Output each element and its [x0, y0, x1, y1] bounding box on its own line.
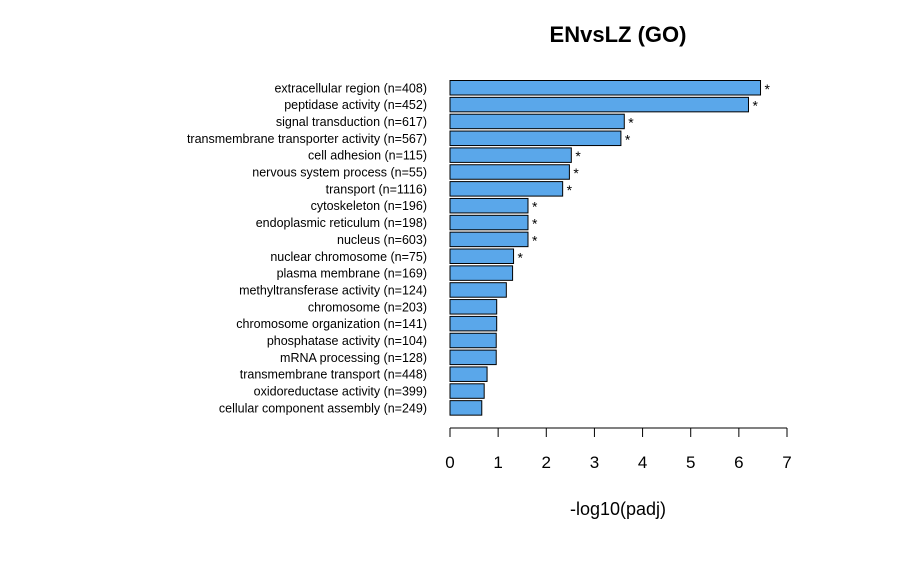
- significance-star: *: [532, 232, 538, 248]
- bar: [449, 96, 749, 113]
- significance-star: *: [575, 148, 581, 164]
- bar: [449, 332, 497, 349]
- significance-star: *: [532, 199, 538, 215]
- category-label: endoplasmic reticulum (n=198): [256, 216, 427, 230]
- category-label: chromosome (n=203): [308, 300, 427, 314]
- category-label: cellular component assembly (n=249): [219, 401, 427, 415]
- category-label: nuclear chromosome (n=75): [270, 250, 427, 264]
- category-label: chromosome organization (n=141): [236, 317, 427, 331]
- category-label: transport (n=1116): [326, 182, 427, 196]
- bar: [449, 130, 622, 147]
- category-label: signal transduction (n=617): [276, 115, 427, 129]
- x-tick-label: 2: [542, 453, 551, 472]
- bar: [449, 214, 529, 231]
- significance-star: *: [765, 81, 771, 97]
- bar: [449, 383, 485, 399]
- bar: [449, 282, 507, 298]
- bar: [449, 197, 529, 214]
- category-label: oxidoreductase activity (n=399): [254, 385, 427, 399]
- category-label: transmembrane transport (n=448): [240, 368, 427, 382]
- bar: [449, 299, 498, 315]
- chart-title: ENvsLZ (GO): [550, 22, 687, 47]
- bar: [449, 349, 497, 366]
- bar: [449, 164, 570, 180]
- bar: [449, 231, 529, 248]
- category-label: cytoskeleton (n=196): [311, 199, 427, 213]
- x-tick-label: 0: [445, 453, 454, 472]
- significance-star: *: [628, 114, 634, 130]
- category-label: transmembrane transporter activity (n=56…: [187, 132, 427, 146]
- x-tick-label: 6: [734, 453, 743, 472]
- bar: [449, 366, 488, 382]
- significance-star: *: [573, 165, 579, 181]
- category-label: extracellular region (n=408): [274, 81, 427, 95]
- category-label: peptidase activity (n=452): [284, 98, 427, 112]
- category-label: phosphatase activity (n=104): [267, 334, 427, 348]
- category-label: mRNA processing (n=128): [280, 351, 427, 365]
- bar: [449, 80, 762, 96]
- category-label: plasma membrane (n=169): [277, 267, 427, 281]
- significance-star: *: [567, 182, 573, 198]
- significance-star: *: [752, 98, 758, 114]
- significance-star: *: [625, 131, 631, 147]
- x-axis: 0 1 2 3 4 5 6 7: [445, 427, 792, 472]
- bar: [449, 181, 564, 197]
- x-tick-label: 5: [686, 453, 695, 472]
- category-label: nucleus (n=603): [337, 233, 427, 247]
- bar: [449, 400, 483, 416]
- category-label: nervous system process (n=55): [252, 166, 427, 180]
- bar: [449, 147, 572, 163]
- x-axis-title: -log10(padj): [570, 499, 666, 519]
- bar: [449, 265, 514, 281]
- bar: [449, 315, 498, 332]
- category-labels: extracellular region (n=408) peptidase ac…: [187, 81, 427, 415]
- x-tick-label: 4: [638, 453, 647, 472]
- x-tick-label: 3: [590, 453, 599, 472]
- bar: [449, 113, 625, 130]
- x-tick-label: 1: [493, 453, 502, 472]
- significance-markers: ***********: [518, 81, 771, 266]
- bars-group: [449, 80, 762, 416]
- category-label: methyltransferase activity (n=124): [239, 283, 427, 297]
- significance-star: *: [518, 249, 524, 265]
- x-tick-label: 7: [782, 453, 791, 472]
- bar: [449, 248, 515, 264]
- category-label: cell adhesion (n=115): [308, 149, 427, 163]
- significance-star: *: [532, 216, 538, 232]
